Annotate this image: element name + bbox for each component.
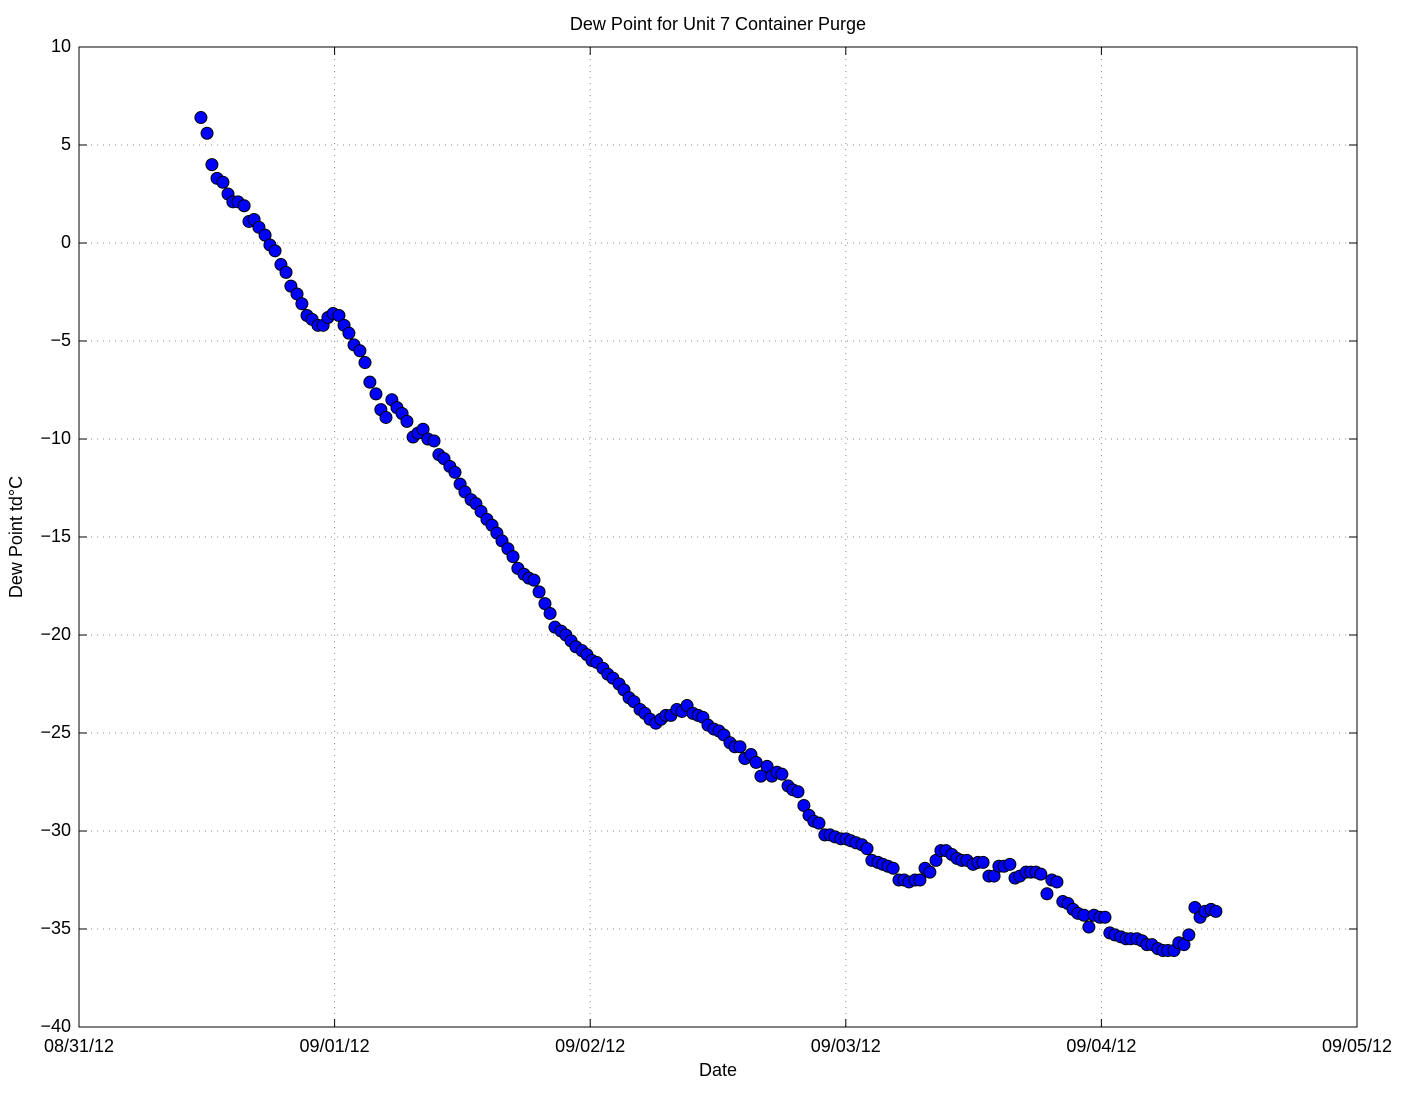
data-point: [1098, 910, 1112, 924]
x-tick-label: 09/01/12: [300, 1036, 370, 1056]
data-point: [775, 767, 789, 781]
data-point: [237, 199, 251, 213]
data-point: [194, 111, 208, 125]
y-tick-label: −25: [40, 722, 71, 742]
y-axis-label: Dew Point td°C: [6, 476, 26, 598]
data-point: [1034, 867, 1048, 881]
data-point: [913, 873, 927, 887]
data-point: [379, 410, 393, 424]
data-point: [532, 585, 546, 599]
data-point: [363, 375, 377, 389]
data-point: [886, 861, 900, 875]
data-point: [1040, 887, 1054, 901]
data-point: [733, 740, 747, 754]
y-tick-label: 10: [51, 36, 71, 56]
data-point: [791, 785, 805, 799]
y-tick-label: −35: [40, 918, 71, 938]
y-tick-label: −20: [40, 624, 71, 644]
data-point: [1182, 928, 1196, 942]
data-point: [448, 465, 462, 479]
y-tick-label: −30: [40, 820, 71, 840]
data-point: [353, 344, 367, 358]
x-tick-label: 09/05/12: [1322, 1036, 1392, 1056]
data-point: [268, 244, 282, 258]
data-point: [400, 414, 414, 428]
x-axis-label: Date: [699, 1060, 737, 1080]
plot-frame: [78, 46, 1358, 1028]
data-point: [749, 755, 763, 769]
data-point: [527, 573, 541, 587]
data-point: [369, 387, 383, 401]
x-tick-label: 09/02/12: [555, 1036, 625, 1056]
data-point: [216, 175, 230, 189]
y-tick-label: −5: [50, 330, 71, 350]
data-point: [200, 126, 214, 140]
data-point: [1082, 920, 1096, 934]
y-tick-label: −10: [40, 428, 71, 448]
data-point: [205, 158, 219, 172]
x-tick-label: 09/04/12: [1066, 1036, 1136, 1056]
y-tick-label: −15: [40, 526, 71, 546]
x-tick-label: 09/03/12: [811, 1036, 881, 1056]
data-point: [923, 865, 937, 879]
data-point: [279, 265, 293, 279]
data-point: [812, 816, 826, 830]
data-point: [543, 606, 557, 620]
data-point: [506, 550, 520, 564]
chart-title: Dew Point for Unit 7 Container Purge: [570, 14, 866, 34]
data-point: [342, 326, 356, 340]
data-point: [976, 855, 990, 869]
data-point: [1050, 875, 1064, 889]
data-point: [1209, 904, 1223, 918]
data-point: [860, 842, 874, 856]
data-point: [295, 297, 309, 311]
data-point: [1003, 857, 1017, 871]
y-tick-label: 5: [61, 134, 71, 154]
data-point: [358, 356, 372, 370]
y-tick-label: 0: [61, 232, 71, 252]
y-tick-label: −40: [40, 1016, 71, 1036]
x-tick-label: 08/31/12: [44, 1036, 114, 1056]
data-point: [427, 434, 441, 448]
